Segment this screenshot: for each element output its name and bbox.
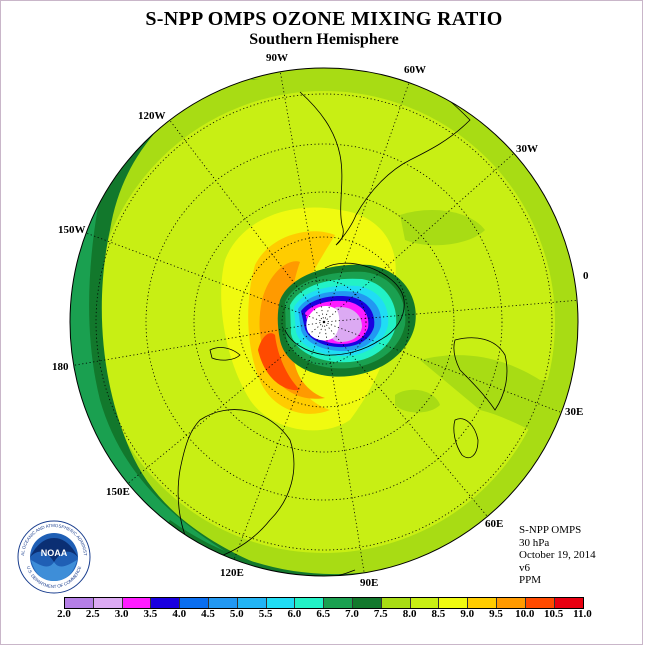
colorbar-segment xyxy=(208,598,238,608)
colorbar-segment xyxy=(180,598,209,608)
colorbar-label: 8.5 xyxy=(431,608,446,620)
info-level: 30 hPa xyxy=(519,536,550,549)
lon-label-60w: 60W xyxy=(404,64,426,76)
colorbar-label: 11.0 xyxy=(573,608,592,620)
info-units: PPM xyxy=(519,574,542,586)
lon-label-30e: 30E xyxy=(565,406,583,418)
colorbar-label: 3.5 xyxy=(143,608,158,620)
coastlines xyxy=(177,79,508,576)
lon-label-120e: 120E xyxy=(220,567,244,579)
colorbar-label: 7.5 xyxy=(373,608,388,620)
map-subtitle: Southern Hemisphere xyxy=(249,31,399,48)
colorbar-label: 4.5 xyxy=(201,608,215,620)
colorbar-label: 6.5 xyxy=(316,608,331,620)
colorbar-label: 5.5 xyxy=(258,608,273,620)
noaa-logo: NOAA NATIONAL OCEANIC AND ATMOSPHERIC AD… xyxy=(17,520,91,594)
colorbar-segment xyxy=(410,598,440,608)
info-version: v6 xyxy=(519,561,530,574)
colorbar-label: 2.0 xyxy=(57,608,71,620)
lon-label-90w: 90W xyxy=(266,52,288,64)
colorbar-segment xyxy=(496,598,526,608)
colorbar-segment xyxy=(324,598,353,608)
colorbar-label: 10.0 xyxy=(515,608,535,620)
colorbar-labels: 2.0 2.5 3.0 3.5 4.0 4.5 5.0 5.5 6.0 6.5 7.0 7.5 8.0 8… xyxy=(57,608,592,622)
colorbar-segment xyxy=(439,598,469,608)
info-date: October 19, 2014 xyxy=(519,549,596,561)
map-boundary xyxy=(69,67,579,577)
colorbar-segment xyxy=(93,598,123,608)
colorbar-segment xyxy=(525,598,555,608)
colorbar-segment xyxy=(295,598,325,608)
info-instrument: S-NPP OMPS xyxy=(519,524,582,536)
colorbar-label: 5.0 xyxy=(229,608,244,620)
info-block: S-NPP OMPS 30 hPa October 19, 2014 v6 PP… xyxy=(519,524,596,587)
colorbar-segment xyxy=(122,598,152,608)
lon-label-30w: 30W xyxy=(516,143,538,155)
colorbar-segment xyxy=(468,598,497,608)
colorbar-segment xyxy=(237,598,267,608)
colorbar-label: 9.0 xyxy=(460,608,475,620)
colorbar xyxy=(64,597,585,609)
colorbar-label: 2.5 xyxy=(85,608,100,620)
lon-label-0: 0 xyxy=(583,270,589,282)
map-title: S-NPP OMPS OZONE MIXING RATIO xyxy=(145,8,503,30)
colorbar-label: 10.5 xyxy=(543,608,564,620)
colorbar-label: 6.0 xyxy=(287,608,302,620)
lon-label-150w: 150W xyxy=(58,224,86,236)
colorbar-label: 9.5 xyxy=(489,608,503,620)
colorbar-segment xyxy=(381,598,411,608)
lon-label-60e: 60E xyxy=(485,518,503,530)
ozone-field xyxy=(70,68,578,576)
lon-label-150e: 150E xyxy=(106,486,130,498)
colorbar-segment xyxy=(554,598,584,608)
lon-label-120w: 120W xyxy=(138,110,166,122)
colorbar-segment xyxy=(151,598,181,608)
lon-label-90e: 90E xyxy=(360,577,378,589)
colorbar-segment xyxy=(65,598,94,608)
colorbar-label: 4.0 xyxy=(172,608,187,620)
lon-label-180: 180 xyxy=(52,361,69,373)
colorbar-label: 7.0 xyxy=(345,608,359,620)
graticule xyxy=(70,69,578,576)
colorbar-segment xyxy=(352,598,382,608)
colorbar-label: 3.0 xyxy=(114,608,129,620)
colorbar-segment xyxy=(266,598,296,608)
noaa-logo-text: NOAA xyxy=(41,548,68,558)
colorbar-label: 8.0 xyxy=(402,608,417,620)
